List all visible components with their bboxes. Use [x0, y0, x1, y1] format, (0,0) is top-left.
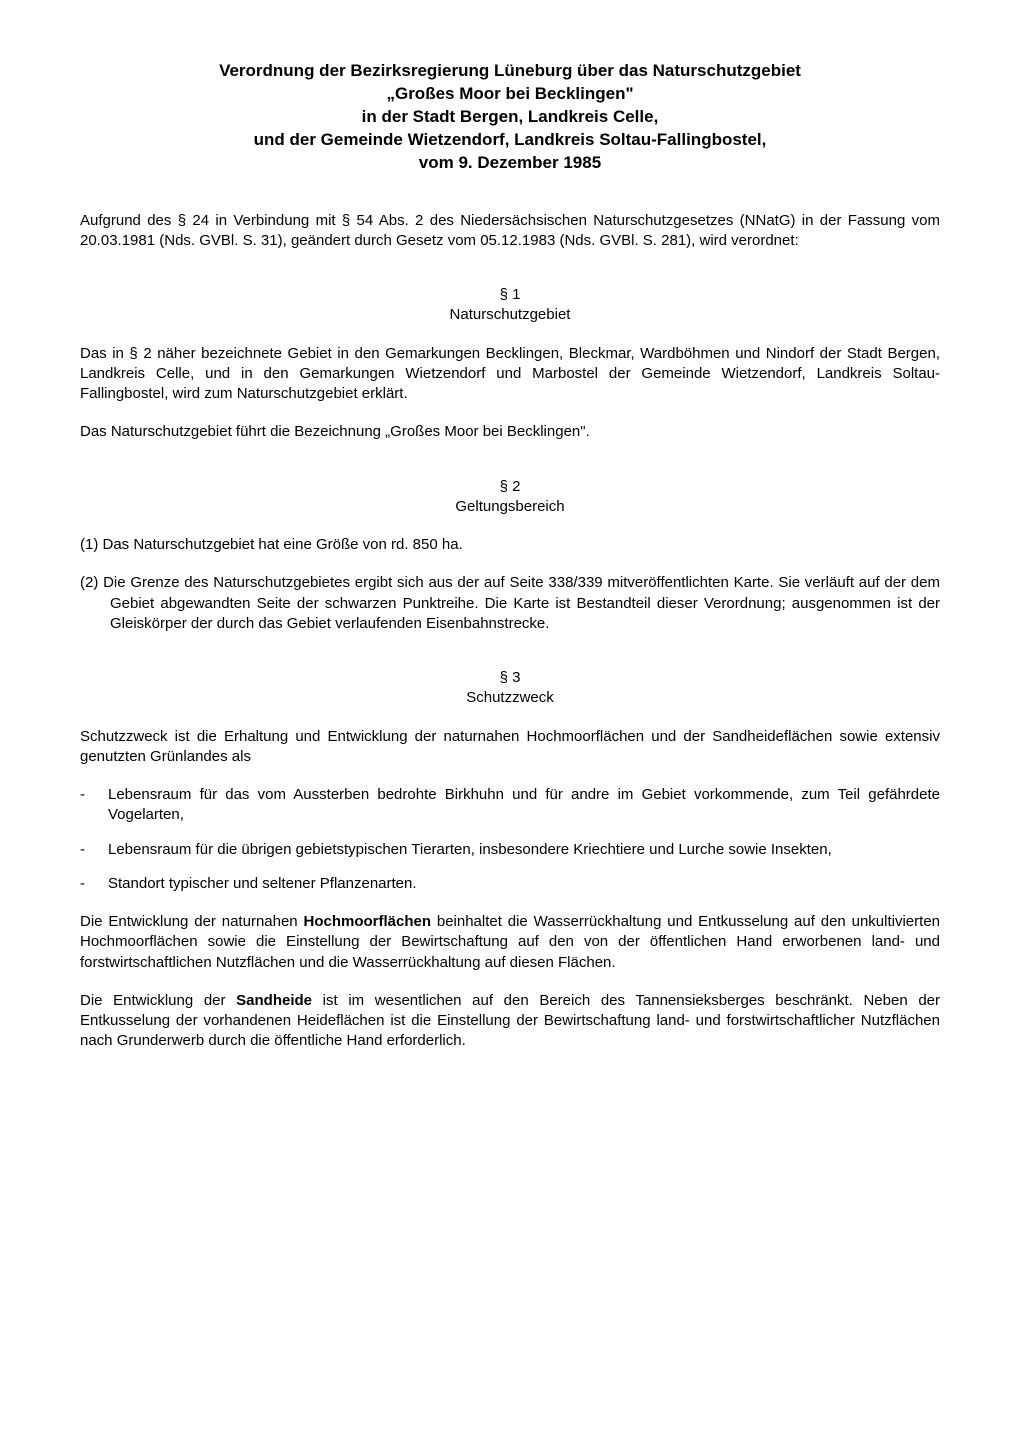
title-line-1: Verordnung der Bezirksregierung Lüneburg… [80, 60, 940, 83]
document-title: Verordnung der Bezirksregierung Lüneburg… [80, 60, 940, 175]
intro-paragraph: Aufgrund des § 24 in Verbindung mit § 54… [80, 211, 940, 252]
section-3-num: § 3 [80, 668, 940, 688]
section-1-num: § 1 [80, 285, 940, 305]
title-line-2: „Großes Moor bei Becklingen" [80, 83, 940, 106]
section-3-para-2: Die Entwicklung der naturnahen Hochmoorf… [80, 912, 940, 973]
section-3-heading: § 3 Schutzzweck [80, 668, 940, 709]
bullet-text: Lebensraum für das vom Aussterben bedroh… [108, 785, 940, 826]
bullet-marker: - [80, 840, 108, 860]
section-2-name: Geltungsbereich [80, 497, 940, 517]
section-3-para-1: Schutzzweck ist die Erhaltung und Entwic… [80, 727, 940, 768]
para3-bold: Sandheide [236, 992, 312, 1009]
bullet-marker: - [80, 874, 108, 894]
section-2-item-2: (2) Die Grenze des Naturschutzgebietes e… [80, 573, 940, 634]
section-3-bullet-1: - Lebensraum für das vom Aussterben bedr… [80, 785, 940, 826]
section-1-para-2: Das Naturschutzgebiet führt die Bezeichn… [80, 422, 940, 442]
title-line-4: und der Gemeinde Wietzendorf, Landkreis … [80, 129, 940, 152]
bullet-text: Standort typischer und seltener Pflanzen… [108, 874, 940, 894]
section-2-heading: § 2 Geltungsbereich [80, 477, 940, 518]
section-2-item-1: (1) Das Naturschutzgebiet hat eine Größe… [80, 535, 940, 555]
section-3-name: Schutzzweck [80, 688, 940, 708]
section-3-bullet-3: - Standort typischer und seltener Pflanz… [80, 874, 940, 894]
section-1-name: Naturschutzgebiet [80, 305, 940, 325]
title-line-5: vom 9. Dezember 1985 [80, 152, 940, 175]
section-1-heading: § 1 Naturschutzgebiet [80, 285, 940, 326]
bullet-text: Lebensraum für die übrigen gebietstypisc… [108, 840, 940, 860]
section-3-bullet-2: - Lebensraum für die übrigen gebietstypi… [80, 840, 940, 860]
section-1-para-1: Das in § 2 näher bezeichnete Gebiet in d… [80, 344, 940, 405]
bullet-marker: - [80, 785, 108, 826]
section-3-para-3: Die Entwicklung der Sandheide ist im wes… [80, 991, 940, 1052]
para2-pre: Die Entwicklung der naturnahen [80, 913, 304, 930]
section-2-num: § 2 [80, 477, 940, 497]
title-line-3: in der Stadt Bergen, Landkreis Celle, [80, 106, 940, 129]
para3-pre: Die Entwicklung der [80, 992, 236, 1009]
para2-bold: Hochmoorflächen [304, 913, 432, 930]
